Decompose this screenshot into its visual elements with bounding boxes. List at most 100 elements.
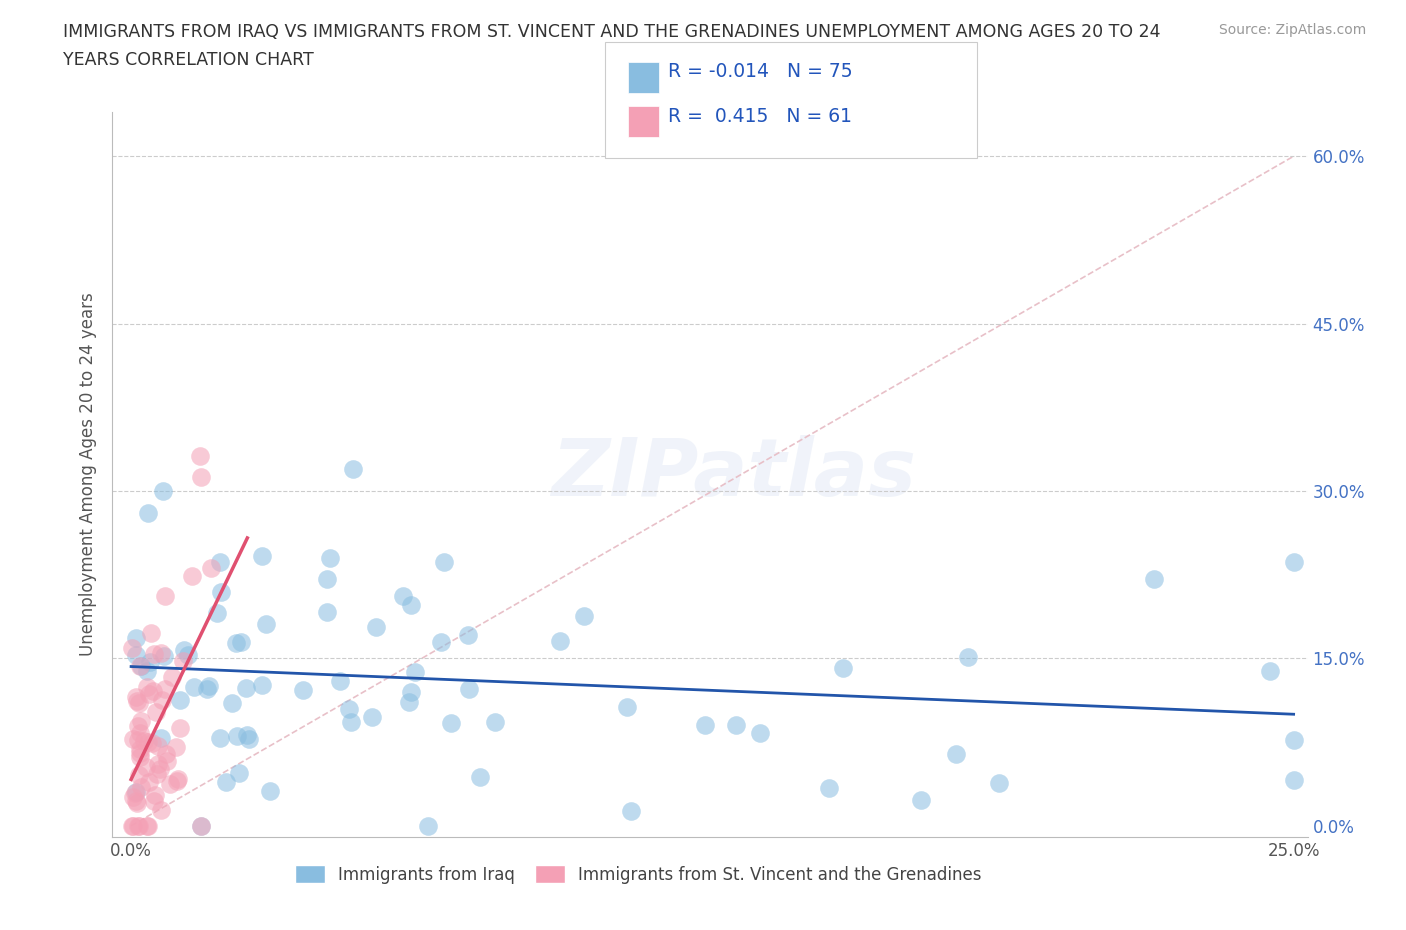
Point xyxy=(1282,554,1305,569)
Point xyxy=(136,506,159,521)
Point xyxy=(329,673,352,688)
Point xyxy=(572,608,595,623)
Point xyxy=(153,648,176,663)
Point xyxy=(749,725,772,740)
Point xyxy=(180,569,202,584)
Point xyxy=(128,767,150,782)
Point xyxy=(129,658,152,673)
Point xyxy=(458,682,481,697)
Point xyxy=(127,733,149,748)
Point xyxy=(292,682,315,697)
Point xyxy=(1282,772,1305,787)
Point xyxy=(468,770,491,785)
Point xyxy=(221,696,243,711)
Point xyxy=(121,818,143,833)
Legend: Immigrants from Iraq, Immigrants from St. Vincent and the Grenadines: Immigrants from Iraq, Immigrants from St… xyxy=(288,858,988,890)
Point xyxy=(250,678,273,693)
Point xyxy=(190,818,212,833)
Point xyxy=(238,732,260,747)
Point xyxy=(316,604,339,619)
Point xyxy=(695,717,717,732)
Point xyxy=(166,771,188,786)
Point xyxy=(125,647,148,662)
Point xyxy=(945,747,967,762)
Point xyxy=(152,484,174,498)
Point xyxy=(235,681,257,696)
Point xyxy=(1143,571,1166,586)
Point xyxy=(142,684,165,698)
Point xyxy=(198,678,221,693)
Point xyxy=(190,818,212,833)
Point xyxy=(229,635,252,650)
Point xyxy=(136,680,159,695)
Point xyxy=(141,736,163,751)
Point xyxy=(208,730,231,745)
Point xyxy=(399,684,422,699)
Point xyxy=(988,776,1011,790)
Point xyxy=(128,818,150,833)
Point xyxy=(430,635,453,650)
Point xyxy=(128,741,150,756)
Text: YEARS CORRELATION CHART: YEARS CORRELATION CHART xyxy=(63,51,314,69)
Point xyxy=(145,705,167,720)
Point xyxy=(177,648,200,663)
Point xyxy=(165,739,187,754)
Point xyxy=(548,634,571,649)
Point xyxy=(254,617,277,631)
Point xyxy=(620,804,643,818)
Point xyxy=(1282,733,1305,748)
Point xyxy=(134,734,156,749)
Point xyxy=(724,717,747,732)
Point xyxy=(316,572,339,587)
Point xyxy=(155,753,177,768)
Point xyxy=(337,701,360,716)
Point xyxy=(135,760,157,775)
Point xyxy=(127,718,149,733)
Point xyxy=(142,646,165,661)
Point xyxy=(208,554,231,569)
Point xyxy=(1260,664,1282,679)
Point xyxy=(153,682,176,697)
Point xyxy=(236,728,259,743)
Point xyxy=(129,659,152,674)
Point xyxy=(172,653,194,668)
Point xyxy=(124,785,146,800)
Point xyxy=(149,762,172,777)
Point xyxy=(121,640,143,655)
Point xyxy=(169,693,191,708)
Point xyxy=(205,606,228,621)
Point xyxy=(125,793,148,808)
Point xyxy=(153,589,176,604)
Point xyxy=(392,589,415,604)
Point xyxy=(342,461,364,476)
Point xyxy=(129,725,152,740)
Point xyxy=(200,561,222,576)
Point xyxy=(129,780,152,795)
Point xyxy=(152,693,174,708)
Point xyxy=(399,597,422,612)
Point xyxy=(125,784,148,799)
Point xyxy=(404,664,426,679)
Point xyxy=(136,735,159,750)
Point xyxy=(149,645,172,660)
Point xyxy=(145,788,167,803)
Point xyxy=(138,686,160,701)
Point xyxy=(225,635,247,650)
Point xyxy=(214,775,236,790)
Point xyxy=(155,747,177,762)
Text: IMMIGRANTS FROM IRAQ VS IMMIGRANTS FROM ST. VINCENT AND THE GRENADINES UNEMPLOYM: IMMIGRANTS FROM IRAQ VS IMMIGRANTS FROM … xyxy=(63,23,1161,41)
Point xyxy=(146,766,169,781)
Point xyxy=(188,449,211,464)
Point xyxy=(225,728,247,743)
Point xyxy=(616,700,638,715)
Point xyxy=(364,619,387,634)
Point xyxy=(339,714,361,729)
Point xyxy=(136,818,159,833)
Point xyxy=(433,554,456,569)
Point xyxy=(250,549,273,564)
Point xyxy=(122,732,145,747)
Point xyxy=(128,696,150,711)
Point xyxy=(129,750,152,764)
Point xyxy=(125,694,148,709)
Point xyxy=(957,649,980,664)
